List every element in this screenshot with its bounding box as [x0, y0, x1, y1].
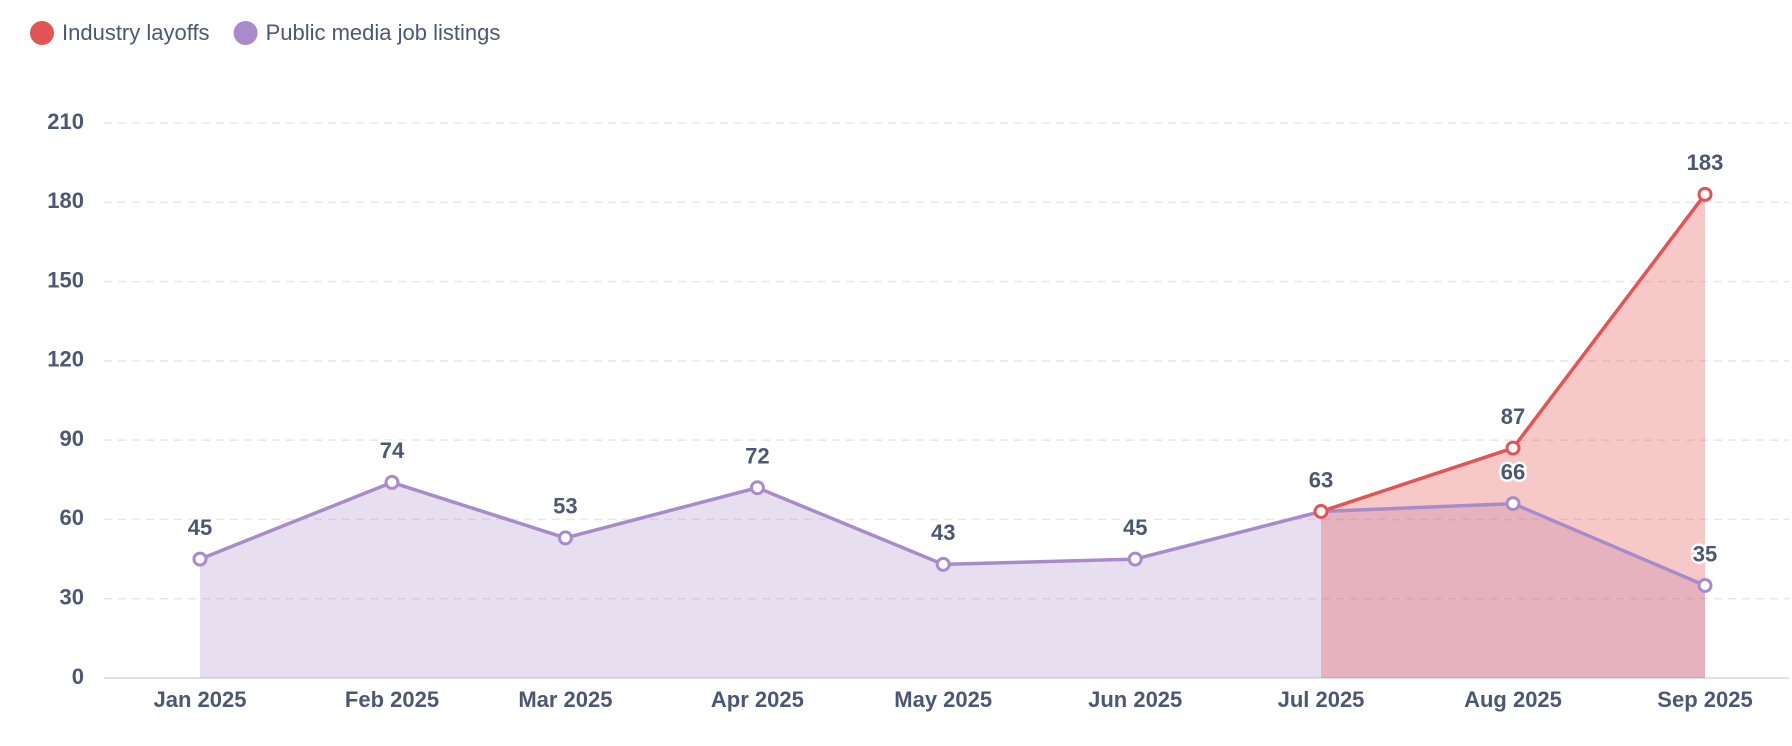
x-tick-label: Jan 2025	[154, 687, 247, 712]
value-label: 72	[745, 444, 769, 469]
y-tick-label: 120	[47, 347, 84, 372]
value-label: 45	[188, 515, 212, 540]
legend-swatch	[30, 21, 54, 45]
y-tick-label: 180	[47, 188, 84, 213]
point	[749, 480, 765, 496]
legend-label: Industry layoffs	[62, 20, 210, 45]
legend-swatch	[233, 21, 258, 45]
x-tick-label: Apr 2025	[711, 687, 804, 712]
value-label: 53	[553, 494, 577, 519]
point	[192, 551, 208, 567]
point	[1697, 186, 1713, 202]
value-label: 87	[1501, 404, 1525, 429]
point	[1127, 551, 1143, 567]
x-tick-label: May 2025	[894, 687, 992, 712]
value-label: 35	[1693, 541, 1717, 566]
y-tick-label: 150	[47, 267, 84, 292]
value-label: 43	[931, 520, 955, 545]
y-tick-label: 0	[72, 664, 84, 689]
value-label: 63	[1309, 467, 1333, 492]
y-tick-label: 60	[60, 505, 84, 530]
area-fill	[200, 482, 1705, 678]
point	[1313, 504, 1329, 519]
value-label: 74	[380, 438, 405, 463]
y-tick-label: 30	[60, 585, 84, 610]
x-tick-label: Sep 2025	[1657, 687, 1752, 712]
x-tick-label: Jul 2025	[1278, 687, 1365, 712]
value-label: 66	[1501, 459, 1525, 484]
value-label: 183	[1687, 150, 1724, 175]
point	[1505, 496, 1521, 512]
legend-label: Public media job listings	[266, 20, 501, 45]
y-tick-label: 210	[47, 109, 84, 134]
point	[935, 556, 951, 572]
point	[1697, 578, 1713, 593]
value-label: 45	[1123, 515, 1147, 540]
x-tick-label: Jun 2025	[1088, 687, 1182, 712]
area-fill	[1321, 194, 1705, 678]
x-tick-label: Aug 2025	[1464, 687, 1562, 712]
y-tick-label: 90	[60, 426, 84, 451]
value-label: 63	[1309, 467, 1333, 492]
x-tick-label: Feb 2025	[345, 687, 439, 712]
point	[557, 530, 573, 546]
x-tick-label: Mar 2025	[518, 687, 612, 712]
point	[1505, 440, 1521, 456]
point	[384, 474, 400, 490]
